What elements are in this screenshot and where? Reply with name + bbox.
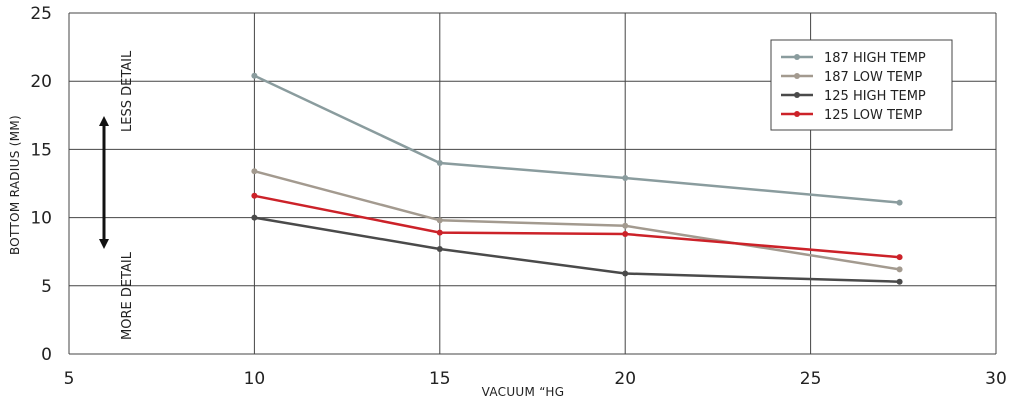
x-tick-label: 15 bbox=[429, 369, 451, 389]
annotation-less-detail: LESS DETAIL bbox=[120, 50, 135, 132]
series-line bbox=[254, 194, 900, 259]
y-axis-label: BOTTOM RADIUS (MM) bbox=[8, 115, 22, 255]
legend-label: 125 HIGH TEMP bbox=[824, 89, 926, 104]
series-1 bbox=[251, 168, 903, 273]
y-tick-label: 5 bbox=[41, 277, 52, 297]
legend: 187 HIGH TEMP 187 LOW TEMP 125 HIGH TEMP 12… bbox=[770, 39, 953, 131]
legend-label: 187 HIGH TEMP bbox=[824, 51, 926, 66]
y-tick-label: 15 bbox=[30, 140, 52, 160]
data-point bbox=[896, 254, 903, 261]
data-point bbox=[436, 245, 443, 252]
legend-marker bbox=[794, 92, 800, 98]
legend-item: 187 HIGH TEMP bbox=[781, 51, 926, 66]
legend-label: 187 LOW TEMP bbox=[824, 70, 922, 85]
series-2 bbox=[251, 214, 903, 285]
data-point bbox=[896, 278, 903, 285]
y-tick-label: 25 bbox=[30, 4, 52, 24]
y-tick-label: 0 bbox=[41, 345, 52, 365]
legend-item: 125 LOW TEMP bbox=[781, 108, 922, 123]
y-tick-label: 20 bbox=[30, 72, 52, 92]
data-point bbox=[251, 72, 258, 79]
x-tick-label: 20 bbox=[614, 369, 636, 389]
data-point bbox=[251, 192, 258, 199]
detail-arrow bbox=[99, 116, 109, 249]
series-line bbox=[254, 216, 900, 283]
data-point bbox=[436, 229, 443, 236]
data-point bbox=[251, 168, 258, 175]
legend-item: 125 HIGH TEMP bbox=[781, 89, 926, 104]
data-point bbox=[622, 222, 629, 229]
data-point bbox=[896, 199, 903, 206]
y-tick-label: 10 bbox=[30, 209, 52, 229]
data-point bbox=[622, 175, 629, 182]
legend-marker bbox=[794, 111, 800, 117]
series-layer bbox=[251, 72, 903, 285]
legend-item: 187 LOW TEMP bbox=[781, 70, 922, 85]
data-point bbox=[436, 160, 443, 167]
x-tick-label: 25 bbox=[800, 369, 822, 389]
annotation-more-detail: MORE DETAIL bbox=[120, 251, 135, 340]
data-point bbox=[896, 266, 903, 273]
grid-lines bbox=[68, 12, 997, 355]
series-line bbox=[254, 169, 900, 271]
series-3 bbox=[251, 192, 903, 261]
series-0 bbox=[251, 72, 903, 206]
x-tick-label: 30 bbox=[985, 369, 1007, 389]
data-point bbox=[436, 217, 443, 224]
legend-marker bbox=[794, 73, 800, 79]
legend-label: 125 LOW TEMP bbox=[824, 108, 922, 123]
data-point bbox=[251, 214, 258, 221]
legend-marker bbox=[794, 54, 800, 60]
x-tick-label: 5 bbox=[64, 369, 75, 389]
x-tick-label: 10 bbox=[244, 369, 266, 389]
series-line bbox=[253, 74, 900, 204]
data-point bbox=[622, 230, 629, 237]
data-point bbox=[622, 270, 629, 277]
x-axis-label: VACUUM “HG bbox=[482, 385, 565, 399]
